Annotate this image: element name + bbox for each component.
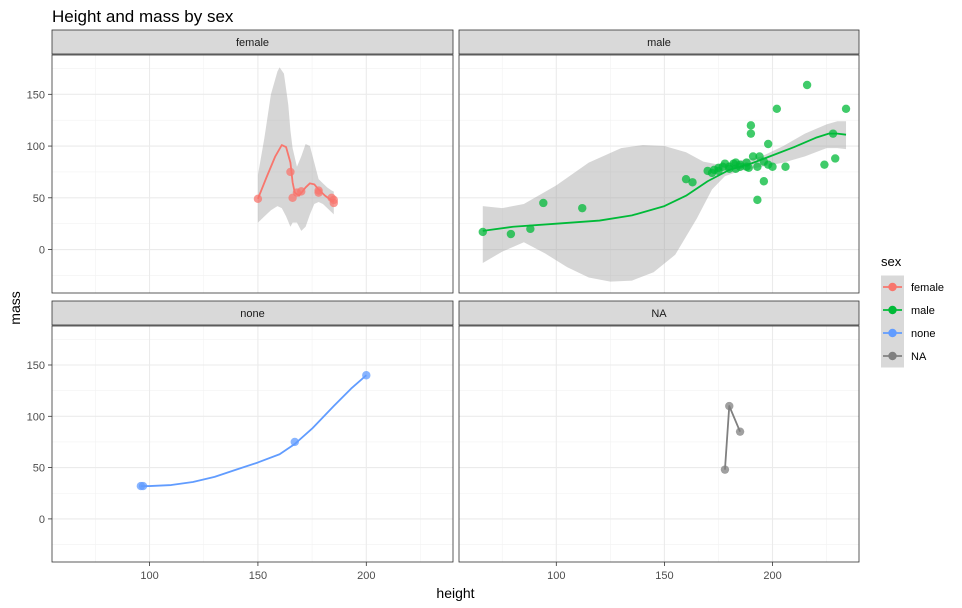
y-axis-title: mass: [7, 291, 23, 324]
data-point: [828, 129, 838, 138]
legend: sex female male none NA: [881, 254, 944, 368]
panel-border: [51, 54, 454, 294]
panel-background: [459, 326, 859, 562]
data-point: [746, 121, 756, 130]
data-point: [746, 129, 756, 138]
series-line: [140, 374, 367, 487]
legend-item-na: NA: [881, 344, 927, 368]
facet-strip: [51, 300, 454, 326]
legend-key-point: [888, 305, 897, 315]
series-line: [482, 132, 847, 232]
legend-item-none: none: [881, 321, 935, 345]
data-point: [578, 203, 587, 213]
panel-border: [458, 54, 860, 294]
data-point: [297, 187, 306, 196]
facet-strip-label: male: [647, 37, 671, 49]
data-point: [253, 194, 263, 204]
y-tick-label: 0: [39, 245, 45, 257]
data-point: [763, 139, 773, 149]
y-tick-label: 50: [33, 463, 45, 475]
facet-panel-none: none 0 50 100 150 100 150 200: [27, 300, 454, 582]
legend-label: none: [911, 328, 935, 340]
legend-key-point: [888, 328, 897, 338]
facet-strip: [51, 29, 454, 55]
data-point: [688, 178, 697, 187]
data-point: [759, 177, 769, 186]
data-point: [748, 152, 758, 161]
data-point: [314, 186, 323, 195]
data-point: [802, 80, 812, 90]
x-tick-label: 200: [763, 570, 781, 582]
data-point: [138, 481, 148, 491]
x-tick-label: 100: [547, 570, 565, 582]
data-point: [768, 162, 777, 171]
data-point: [478, 227, 487, 237]
legend-title: sex: [881, 254, 902, 269]
data-point: [735, 160, 745, 169]
facet-strip-label: female: [236, 37, 269, 49]
legend-item-female: female: [881, 275, 944, 299]
data-point: [286, 167, 295, 177]
data-point: [744, 163, 753, 172]
facet-strip-label: NA: [651, 308, 667, 320]
y-tick-label: 150: [27, 360, 45, 372]
data-point: [329, 195, 338, 205]
data-point: [820, 160, 829, 169]
data-point: [753, 195, 762, 205]
x-tick-label: 150: [249, 570, 267, 582]
chart-title: Height and mass by sex: [52, 7, 234, 26]
x-tick-label: 200: [357, 570, 375, 582]
panel-background: [52, 55, 453, 293]
x-axis-title: height: [436, 585, 474, 601]
data-point: [725, 401, 734, 411]
facet-panels: female 0 50 100 150 male none 0 50 100 150 100 150 20…: [27, 29, 860, 582]
legend-label: female: [911, 282, 944, 294]
panel-border: [51, 325, 454, 563]
data-point: [831, 154, 840, 163]
facet-strip: [458, 29, 860, 55]
panel-background: [52, 326, 453, 562]
panel-plot-area: [136, 371, 371, 491]
x-tick-label: 150: [655, 570, 673, 582]
legend-label: male: [911, 305, 935, 317]
legend-key-point: [888, 282, 897, 292]
y-tick-label: 0: [39, 514, 45, 526]
data-point: [362, 371, 371, 380]
y-tick-label: 100: [27, 141, 45, 153]
data-point: [506, 229, 516, 239]
data-point: [781, 162, 790, 171]
legend-key-point: [888, 351, 897, 361]
data-point: [841, 104, 851, 114]
y-tick-label: 100: [27, 411, 45, 423]
facet-strip-label: none: [240, 308, 264, 320]
x-tick-label: 100: [140, 570, 158, 582]
facet-strip: [458, 300, 860, 326]
data-point: [290, 437, 299, 447]
facet-panel-female: female 0 50 100 150: [27, 29, 454, 294]
data-point: [772, 104, 782, 114]
facet-panel-male: male: [458, 29, 860, 294]
data-point: [526, 224, 535, 234]
y-tick-label: 150: [27, 89, 45, 101]
data-point: [720, 465, 730, 474]
panel-plot-area: [478, 80, 851, 282]
facet-panel-na: NA 100 150 200: [458, 300, 860, 582]
panel-border: [458, 325, 860, 563]
legend-label: NA: [911, 351, 927, 363]
data-point: [753, 162, 762, 171]
data-point: [735, 427, 745, 436]
legend-item-male: male: [881, 298, 935, 322]
y-tick-label: 50: [33, 193, 45, 205]
panel-plot-area: [253, 67, 338, 231]
panel-plot-area: [720, 401, 745, 474]
data-point: [539, 198, 548, 208]
data-point: [681, 174, 691, 184]
